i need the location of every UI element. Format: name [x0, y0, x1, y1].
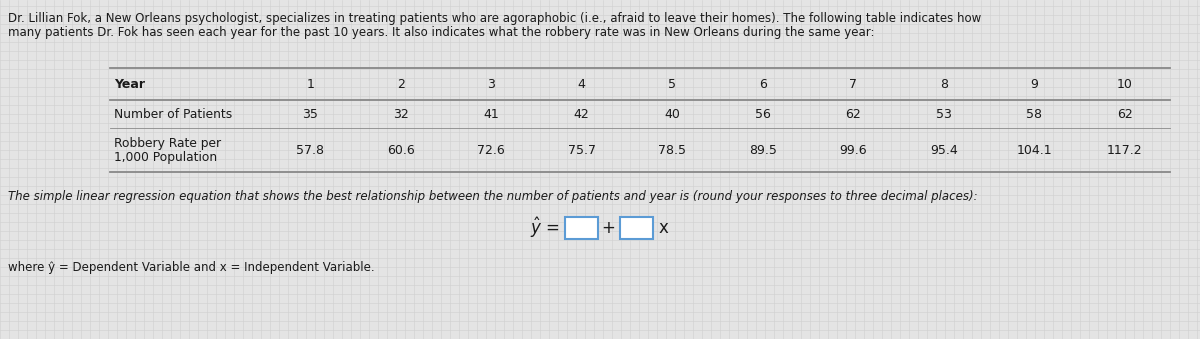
Text: The simple linear regression equation that shows the best relationship between t: The simple linear regression equation th… — [8, 190, 978, 203]
Text: Number of Patients: Number of Patients — [114, 107, 233, 120]
Text: where ŷ = Dependent Variable and x = Independent Variable.: where ŷ = Dependent Variable and x = Ind… — [8, 261, 374, 275]
FancyBboxPatch shape — [565, 217, 598, 239]
Text: 1: 1 — [306, 78, 314, 91]
Text: 41: 41 — [484, 107, 499, 120]
Text: 10: 10 — [1117, 78, 1133, 91]
Text: 117.2: 117.2 — [1106, 143, 1142, 157]
Text: 78.5: 78.5 — [659, 143, 686, 157]
Text: +: + — [601, 219, 614, 237]
Text: 58: 58 — [1026, 107, 1043, 120]
Text: 89.5: 89.5 — [749, 143, 776, 157]
Text: Year: Year — [114, 78, 145, 91]
Text: Robbery Rate per: Robbery Rate per — [114, 137, 221, 149]
Text: 57.8: 57.8 — [296, 143, 324, 157]
Text: 42: 42 — [574, 107, 589, 120]
FancyBboxPatch shape — [620, 217, 653, 239]
Text: 53: 53 — [936, 107, 952, 120]
Text: 62: 62 — [845, 107, 862, 120]
Text: 75.7: 75.7 — [568, 143, 595, 157]
Text: 40: 40 — [665, 107, 680, 120]
Text: Dr. Lillian Fok, a New Orleans psychologist, specializes in treating patients wh: Dr. Lillian Fok, a New Orleans psycholog… — [8, 12, 982, 25]
Text: 9: 9 — [1031, 78, 1038, 91]
Text: 7: 7 — [850, 78, 857, 91]
Text: $\hat{y}$ =: $\hat{y}$ = — [530, 216, 560, 240]
Text: many patients Dr. Fok has seen each year for the past 10 years. It also indicate: many patients Dr. Fok has seen each year… — [8, 26, 875, 39]
Text: 72.6: 72.6 — [478, 143, 505, 157]
Text: 60.6: 60.6 — [386, 143, 415, 157]
Text: 2: 2 — [397, 78, 404, 91]
Text: x: x — [659, 219, 668, 237]
Text: 99.6: 99.6 — [840, 143, 868, 157]
Text: 32: 32 — [392, 107, 409, 120]
Text: 62: 62 — [1117, 107, 1133, 120]
Text: 35: 35 — [302, 107, 318, 120]
Text: 3: 3 — [487, 78, 496, 91]
Text: 104.1: 104.1 — [1016, 143, 1052, 157]
Text: 4: 4 — [578, 78, 586, 91]
Text: 8: 8 — [940, 78, 948, 91]
Text: 5: 5 — [668, 78, 677, 91]
Text: 95.4: 95.4 — [930, 143, 958, 157]
Text: 6: 6 — [758, 78, 767, 91]
Text: 56: 56 — [755, 107, 770, 120]
Text: 1,000 Population: 1,000 Population — [114, 151, 217, 163]
